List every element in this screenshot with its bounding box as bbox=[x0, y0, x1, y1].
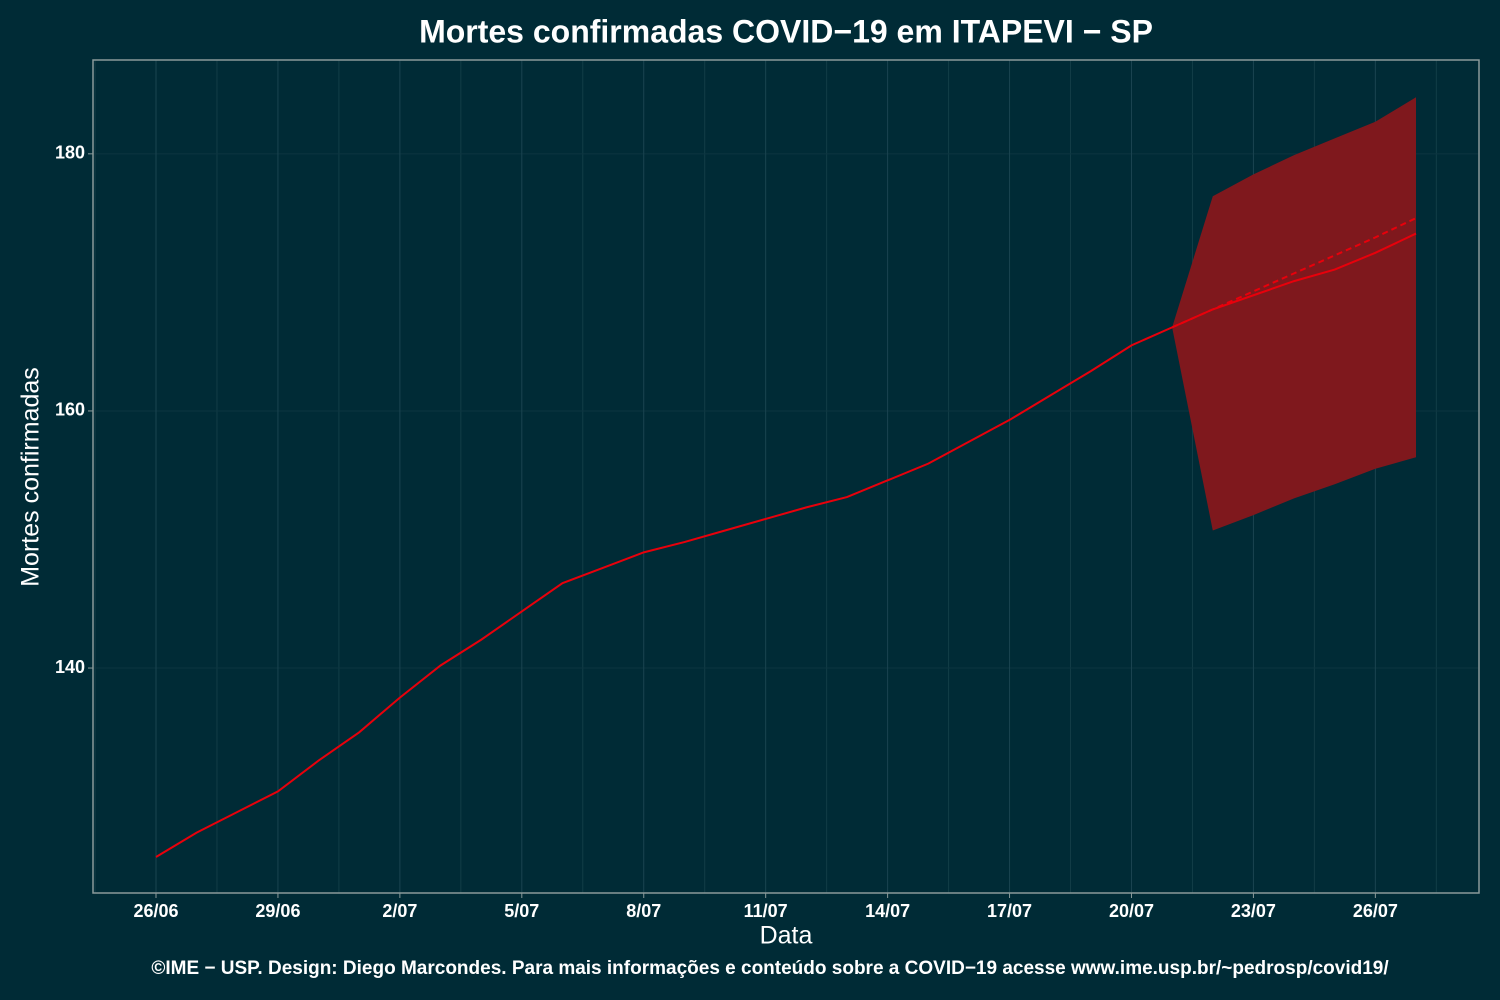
x-tick-label: 11/07 bbox=[744, 901, 788, 921]
y-tick-label: 140 bbox=[55, 657, 85, 677]
x-tick-label: 17/07 bbox=[987, 901, 1032, 921]
x-tick-label: 20/07 bbox=[1109, 901, 1154, 921]
x-tick-label: 23/07 bbox=[1231, 901, 1276, 921]
forecast-band bbox=[1172, 97, 1416, 531]
chart-title: Mortes confirmadas COVID−19 em ITAPEVI −… bbox=[419, 13, 1153, 49]
series-line bbox=[155, 232, 1417, 858]
y-tick-label: 160 bbox=[55, 400, 85, 420]
y-axis-label: Mortes confirmadas bbox=[17, 367, 45, 587]
x-tick-label: 26/06 bbox=[133, 901, 178, 921]
caption: ©IME − USP. Design: Diego Marcondes. Par… bbox=[151, 958, 1389, 979]
y-tick-label: 180 bbox=[55, 143, 85, 163]
series-line bbox=[1171, 217, 1417, 329]
x-tick-label: 8/07 bbox=[626, 901, 661, 921]
x-tick-label: 5/07 bbox=[504, 901, 539, 921]
x-tick-label: 14/07 bbox=[865, 901, 910, 921]
x-tick-label: 29/06 bbox=[255, 901, 300, 921]
x-tick-label: 2/07 bbox=[382, 901, 417, 921]
plot-frame bbox=[92, 59, 1480, 894]
x-tick-label: 26/07 bbox=[1353, 901, 1398, 921]
x-axis-label: Data bbox=[760, 922, 813, 950]
